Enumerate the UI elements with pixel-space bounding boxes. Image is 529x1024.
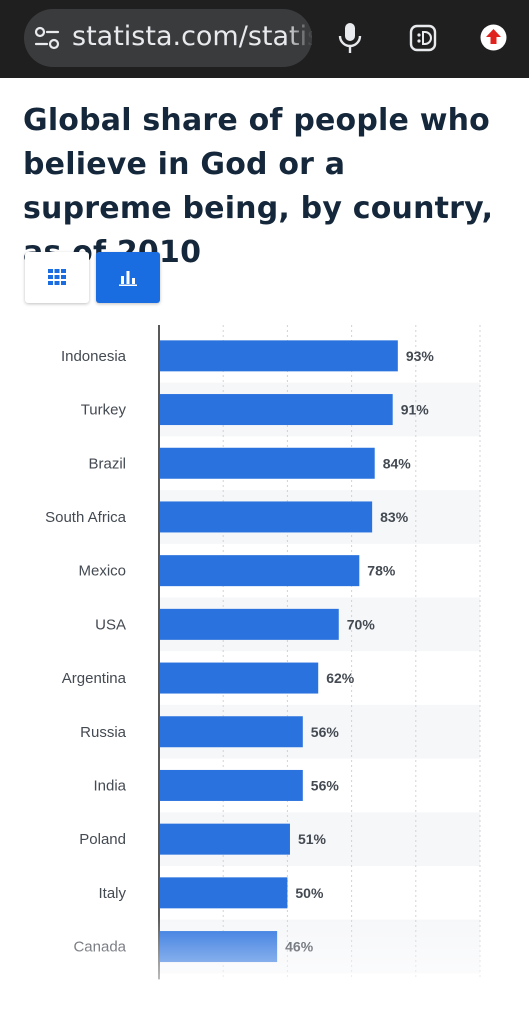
chart-view-button[interactable] (96, 252, 160, 303)
data-label: 91% (401, 402, 430, 418)
browser-toolbar: statista.com/statistics/ (0, 0, 529, 78)
address-bar[interactable]: statista.com/statistics/ (24, 9, 312, 67)
bar[interactable] (160, 447, 375, 479)
upload-icon[interactable] (479, 23, 508, 52)
category-label: Russia (80, 724, 127, 741)
category-label: Turkey (81, 402, 127, 419)
bar[interactable] (160, 931, 278, 963)
bar[interactable] (160, 501, 373, 533)
bar[interactable] (160, 769, 303, 801)
bar[interactable] (160, 716, 303, 748)
page-title: Global share of people who believe in Go… (23, 103, 494, 270)
category-label: Canada (73, 939, 126, 956)
data-label: 46% (285, 939, 314, 955)
mic-icon[interactable] (337, 22, 363, 54)
data-label: 51% (298, 831, 327, 847)
category-label: Italy (98, 885, 126, 902)
category-label: Brazil (88, 455, 126, 472)
category-label: India (93, 777, 126, 794)
tune-icon[interactable] (34, 26, 60, 50)
category-label: Indonesia (61, 348, 127, 365)
data-label: 93% (406, 348, 435, 364)
bar[interactable] (160, 340, 398, 372)
bar[interactable] (160, 662, 319, 694)
data-label: 84% (383, 455, 412, 471)
category-label: USA (95, 616, 126, 633)
bar-chart-icon (119, 271, 137, 286)
category-label: Argentina (62, 670, 127, 687)
category-label: Mexico (78, 563, 126, 580)
data-label: 62% (326, 670, 355, 686)
data-label: 70% (347, 616, 376, 632)
grid-icon (48, 269, 66, 285)
data-label: 56% (311, 777, 340, 793)
bar-chart: Indonesia 93% Turkey 91% Brazil 84% South Afri… (45, 325, 481, 980)
data-label: 50% (295, 885, 324, 901)
bar[interactable] (160, 608, 339, 640)
category-label: South Africa (45, 509, 127, 526)
category-label: Poland (79, 831, 126, 848)
url-text[interactable]: statista.com/statistics/ (72, 21, 312, 52)
bar[interactable] (160, 394, 393, 426)
data-label: 56% (311, 724, 340, 740)
url-fade (286, 9, 312, 67)
bar[interactable] (160, 877, 288, 909)
data-label: 78% (367, 563, 396, 579)
bar[interactable] (160, 555, 360, 587)
lens-icon[interactable] (409, 24, 437, 52)
table-view-button[interactable] (25, 252, 89, 303)
bar[interactable] (160, 823, 290, 855)
data-label: 83% (380, 509, 409, 525)
